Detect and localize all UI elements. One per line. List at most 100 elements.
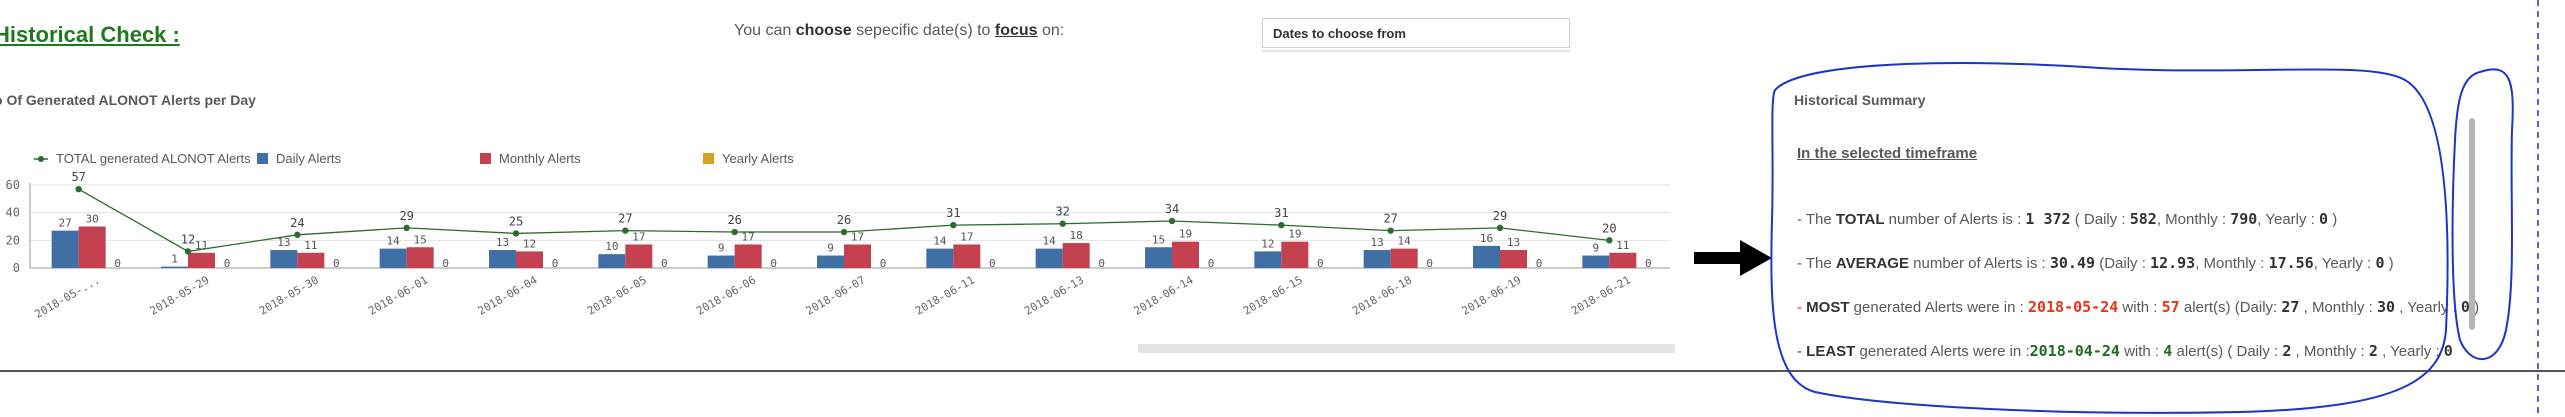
summary-most-line: - MOST generated Alerts were in : 2018-0… xyxy=(1797,298,2480,316)
data-label-monthly: 13 xyxy=(1507,236,1520,249)
total-point xyxy=(731,228,738,236)
x-tick-label: 2018-06-05 xyxy=(585,273,649,317)
bar-daily xyxy=(1473,245,1500,268)
data-label-monthly: 12 xyxy=(523,237,536,250)
y-tick-label: 0 xyxy=(13,261,20,275)
data-label-total: 27 xyxy=(1383,212,1397,226)
x-tick-label: 2018-06-01 xyxy=(366,273,430,317)
data-label-monthly: 17 xyxy=(960,230,973,243)
summary-least-line: - LEAST generated Alerts were in :2018-0… xyxy=(1797,342,2453,360)
x-tick-label: 2018-06-06 xyxy=(694,273,758,317)
bar-monthly xyxy=(297,252,325,268)
total-point xyxy=(950,221,957,229)
data-label-total: 26 xyxy=(727,213,741,227)
data-label-daily: 12 xyxy=(1261,237,1274,250)
bar-daily xyxy=(598,254,626,268)
bar-monthly xyxy=(78,226,106,268)
total-point xyxy=(1496,224,1504,232)
x-tick-label: 2018-06-15 xyxy=(1241,273,1305,317)
data-label-monthly: 18 xyxy=(1070,229,1083,242)
bar-daily xyxy=(1363,250,1391,268)
focus-instruction: You can choose sepecific date(s) to focu… xyxy=(734,22,1065,39)
data-label-monthly: 30 xyxy=(86,213,99,226)
data-label-yearly: 0 xyxy=(1536,257,1543,270)
data-label-total: 29 xyxy=(399,209,413,223)
x-tick-label: 2018-06-21 xyxy=(1569,273,1633,317)
legend-line-marker-icon xyxy=(34,155,48,162)
data-label-monthly: 19 xyxy=(1179,228,1192,241)
x-tick-label: 2018-06-13 xyxy=(1022,273,1086,317)
summary-title: Historical Summary xyxy=(1794,92,1926,108)
right-arrow-icon xyxy=(1694,240,1772,276)
bar-monthly xyxy=(953,244,981,268)
summary-average-line: - The AVERAGE number of Alerts is : 30.4… xyxy=(1797,254,2394,272)
total-point xyxy=(1168,217,1176,225)
bar-monthly xyxy=(516,251,543,268)
legend-item-yearly[interactable]: Yearly Alerts xyxy=(703,151,794,166)
data-label-monthly: 14 xyxy=(1398,235,1412,248)
data-label-monthly: 19 xyxy=(1288,228,1301,241)
x-tick-label: 2018-06-19 xyxy=(1460,273,1524,317)
bar-monthly xyxy=(406,247,434,268)
data-label-yearly: 0 xyxy=(989,257,996,270)
data-label-total: 31 xyxy=(946,206,960,220)
legend-item-total[interactable]: TOTAL generated ALONOT Alerts xyxy=(34,151,251,166)
bar-daily xyxy=(379,248,407,268)
data-label-total: 12 xyxy=(181,232,195,246)
data-label-daily: 14 xyxy=(933,235,947,248)
bar-daily xyxy=(817,255,844,268)
total-point xyxy=(622,227,629,234)
y-tick-label: 60 xyxy=(6,178,20,192)
total-point xyxy=(1387,227,1394,234)
x-tick-label: 2018-06-04 xyxy=(476,273,540,318)
chart-horizontal-scrollbar[interactable] xyxy=(1138,344,1675,353)
data-label-yearly: 0 xyxy=(770,257,777,270)
annotation-ellipse-summary xyxy=(1770,62,2449,414)
bar-daily xyxy=(51,230,79,268)
total-point xyxy=(512,230,520,237)
legend-swatch-icon xyxy=(257,153,268,164)
total-point xyxy=(1606,237,1613,244)
data-label-daily: 13 xyxy=(277,236,290,249)
x-tick-label: 2018-06-18 xyxy=(1350,273,1414,317)
section-divider xyxy=(0,370,2565,372)
data-label-daily: 13 xyxy=(1371,236,1384,249)
data-label-total: 25 xyxy=(509,214,523,228)
data-label-monthly: 17 xyxy=(851,230,864,243)
data-label-total: 57 xyxy=(71,170,85,184)
data-label-daily: 10 xyxy=(605,240,618,253)
legend-item-monthly[interactable]: Monthly Alerts xyxy=(480,151,581,166)
data-label-total: 20 xyxy=(1602,221,1616,235)
bar-daily xyxy=(1582,255,1610,268)
total-point xyxy=(184,248,192,255)
data-label-yearly: 0 xyxy=(880,257,887,270)
data-label-total: 32 xyxy=(1055,205,1069,219)
date-selector-field[interactable]: Dates to choose from xyxy=(1262,18,1570,48)
x-tick-label: 2018-06-11 xyxy=(913,273,977,317)
legend-item-daily[interactable]: Daily Alerts xyxy=(257,151,341,166)
data-label-total: 29 xyxy=(1493,209,1507,223)
total-point xyxy=(1278,221,1285,229)
data-label-daily: 15 xyxy=(1152,233,1165,246)
bar-daily xyxy=(489,250,516,268)
summary-scrollbar-thumb[interactable] xyxy=(2469,118,2475,330)
date-selector-underline xyxy=(1262,50,1570,52)
data-label-daily: 1 xyxy=(171,253,178,266)
bar-monthly xyxy=(1062,243,1090,268)
date-selector-label: Dates to choose from xyxy=(1273,26,1406,41)
data-label-yearly: 0 xyxy=(552,257,559,270)
total-point xyxy=(403,224,410,232)
x-tick-label: 2018-05-... xyxy=(33,273,103,321)
data-label-total: 26 xyxy=(837,213,851,227)
data-label-daily: 9 xyxy=(718,242,725,255)
data-label-daily: 14 xyxy=(1043,235,1057,248)
bar-monthly xyxy=(1281,241,1309,268)
y-tick-label: 20 xyxy=(6,233,20,247)
bar-monthly xyxy=(1390,248,1418,268)
data-label-yearly: 0 xyxy=(442,257,449,270)
legend-swatch-icon xyxy=(480,153,491,164)
data-label-yearly: 0 xyxy=(224,257,231,270)
data-label-monthly: 11 xyxy=(1616,239,1629,252)
data-label-daily: 9 xyxy=(827,242,834,255)
